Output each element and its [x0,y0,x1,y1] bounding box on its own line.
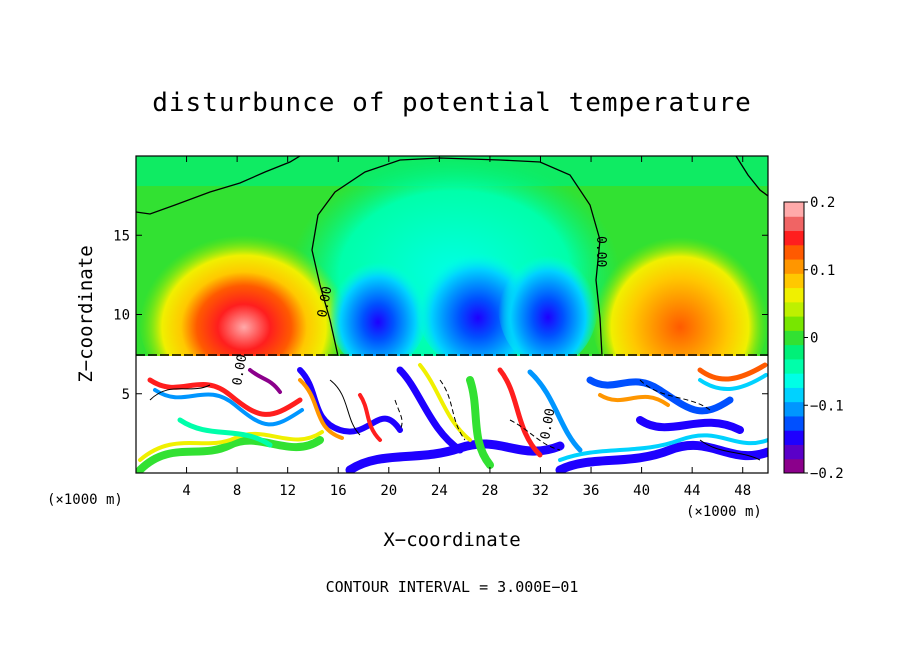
colorbar-swatch [784,358,804,374]
cold-anomaly-1 [328,250,428,370]
turbulent-field [136,362,768,473]
x-tick-label: 16 [330,483,347,499]
colorbar-swatch [784,244,804,260]
cold-anomaly-3 [498,243,598,367]
colorbar-swatch [784,273,804,289]
chart-title: disturbunce of potential temperature [152,88,752,118]
colorbar-swatch [784,373,804,388]
colorbar-ticks: 0.2 0.1 0 −0.1 −0.2 [804,195,844,482]
x-tick-label: 12 [279,483,296,499]
lower-layer-contours [149,379,761,461]
colorbar-swatch [784,430,804,445]
x-tick-label: 24 [431,483,448,499]
colorbar-swatch [784,316,804,331]
colorbar-swatch [784,444,804,460]
colorbar-swatch [784,216,804,232]
plot-area [136,156,768,473]
y-tick-label: 10 [113,308,130,324]
x-tick-label: 44 [684,483,701,499]
colorbar-swatch [784,387,804,403]
x-tick-label: 28 [481,483,498,499]
colorbar-swatch [784,301,804,317]
x-unit-right: (×1000 m) [686,504,762,520]
zero-contour-left [136,156,301,215]
y-axis-label: Z−coordinate [75,245,97,382]
zero-contour-right [735,156,768,197]
x-tick-label: 48 [734,483,751,499]
colorbar-swatch [784,202,804,217]
x-tick-label: 40 [633,483,650,499]
colorbar-tick-label: −0.2 [810,466,844,482]
colorbar-swatch [784,401,804,417]
contour-label: 0.00 [230,353,250,386]
colorbar-swatch [784,330,804,346]
contour-label: 0.00 [593,236,608,267]
contour-interval-note: CONTOUR INTERVAL = 3.000E−01 [326,578,579,596]
contour-label: 0.00 [315,285,335,318]
lower-layer-background [136,356,768,473]
zero-contour-center [311,157,603,357]
colorbar-swatch [784,458,804,474]
colorbar-swatch [784,415,804,431]
x-tick-label: 4 [182,483,190,499]
colorbar-swatch [784,344,804,360]
colorbar-tick-label: −0.1 [810,398,844,414]
x-tick-label: 32 [532,483,549,499]
colorbar-swatch [784,230,804,246]
colorbar [783,201,805,474]
colorbar-tick-label: 0 [810,331,818,347]
x-tick-label: 36 [583,483,600,499]
y-tick-label: 5 [122,387,130,403]
y-axis-ticks: 5 10 15 [113,228,768,403]
y-tick-label: 15 [113,228,130,244]
x-unit-left: (×1000 m) [47,492,123,508]
contour-labels: 0.00 0.00 0.00 0.00 [230,236,608,441]
colorbar-tick-label: 0.1 [810,263,835,279]
contour-label: 0.00 [538,407,558,440]
x-axis-ticks: 4 8 12 16 20 24 28 32 36 40 44 48 [182,156,751,499]
x-axis-label: X−coordinate [383,529,520,551]
colorbar-tick-label: 0.2 [810,195,835,211]
x-tick-label: 20 [380,483,397,499]
colorbar-swatch [784,259,804,274]
colorbar-swatch [784,287,804,303]
x-tick-label: 8 [233,483,241,499]
